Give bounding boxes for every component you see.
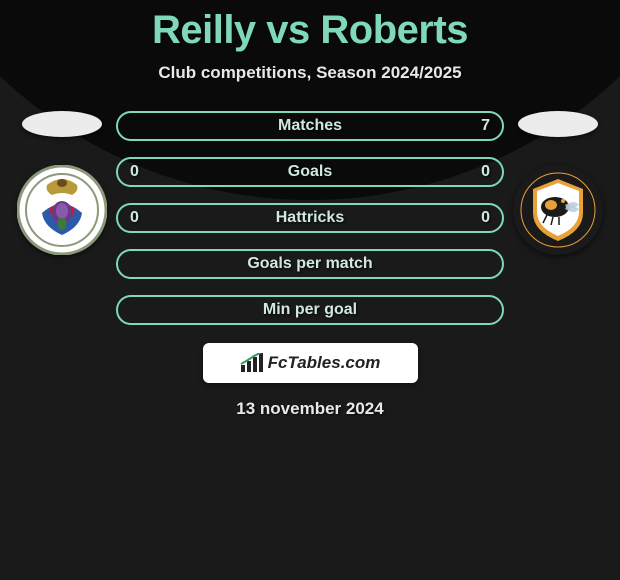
- comparison-row: Matches 7 0 Goals 0 0 Hattricks 0 Goals per matc…: [0, 111, 620, 325]
- player-left-flag: [22, 111, 102, 137]
- inverness-crest-icon: [17, 165, 107, 255]
- stat-left-value: 0: [130, 163, 139, 181]
- stat-label: Min per goal: [263, 301, 357, 319]
- stats-column: Matches 7 0 Goals 0 0 Hattricks 0 Goals per matc…: [112, 111, 508, 325]
- stat-label: Matches: [278, 117, 342, 135]
- stat-label: Goals per match: [247, 255, 372, 273]
- stat-right-value: 7: [481, 117, 490, 135]
- subtitle: Club competitions, Season 2024/2025: [0, 63, 620, 83]
- stat-label: Goals: [288, 163, 332, 181]
- player-right-column: [508, 111, 608, 255]
- stat-right-value: 0: [481, 163, 490, 181]
- page-title: Reilly vs Roberts: [0, 0, 620, 53]
- player-right-flag: [518, 111, 598, 137]
- player-left-column: [12, 111, 112, 255]
- stat-row: Matches 7: [116, 111, 504, 141]
- stat-row: Goals per match: [116, 249, 504, 279]
- stat-row: 0 Hattricks 0: [116, 203, 504, 233]
- stat-label: Hattricks: [276, 209, 344, 227]
- player-left-crest: [17, 165, 107, 255]
- player-right-crest: [513, 165, 603, 255]
- alloa-crest-icon: [513, 165, 603, 255]
- stat-row: Min per goal: [116, 295, 504, 325]
- bar-chart-icon: [240, 353, 264, 373]
- date-text: 13 november 2024: [0, 399, 620, 419]
- watermark-badge: FcTables.com: [203, 343, 418, 383]
- stat-left-value: 0: [130, 209, 139, 227]
- stat-right-value: 0: [481, 209, 490, 227]
- watermark-text: FcTables.com: [268, 353, 381, 373]
- stat-row: 0 Goals 0: [116, 157, 504, 187]
